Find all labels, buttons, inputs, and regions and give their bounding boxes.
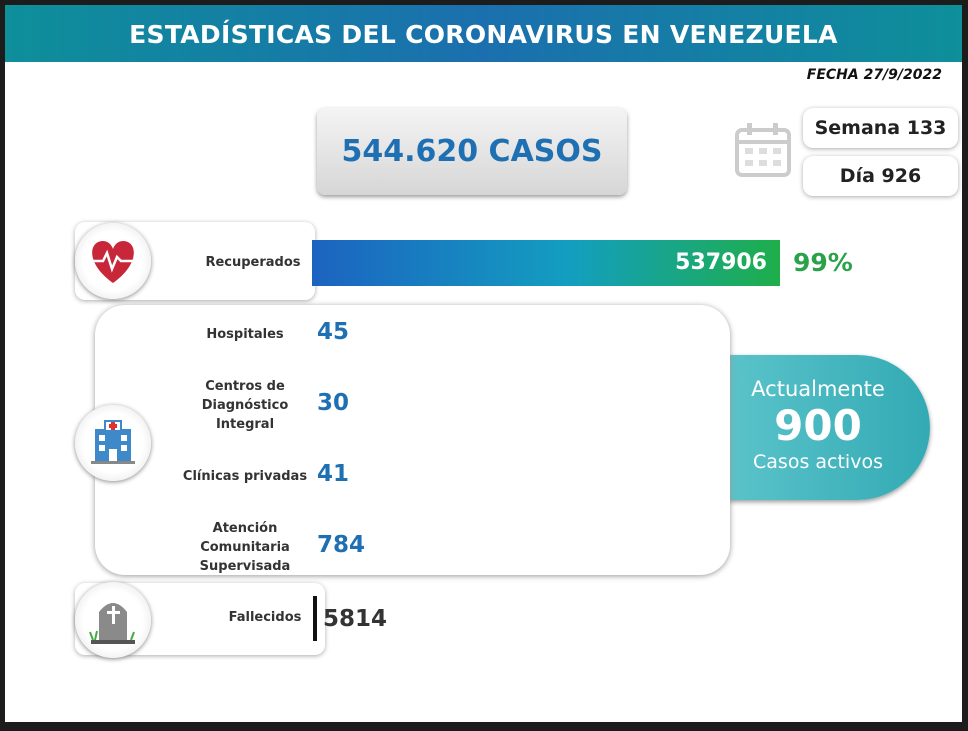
day: Día 926 [803, 156, 958, 196]
facility-value: 45 [317, 319, 350, 345]
facilities-card [95, 305, 730, 575]
facility-label: Hospitales [206, 326, 284, 342]
active-prefix: Actualmente [751, 377, 885, 401]
deaths-value: 5814 [323, 606, 388, 632]
facility-label: Centros de Diagnóstico Integral [201, 378, 289, 432]
facility-value: 30 [317, 390, 350, 416]
active-suffix: Casos activos [753, 451, 883, 473]
calendar-icon [735, 123, 791, 177]
week: Semana 133 [803, 108, 958, 148]
total-cases: 544.620 CASOS [317, 108, 627, 195]
content: ESTADÍSTICAS DEL CORONAVIRUS EN VENEZUEL… [5, 5, 962, 722]
grave-icon [75, 582, 151, 658]
heart-icon [75, 223, 151, 299]
hospital-icon [75, 405, 151, 481]
header-band [5, 5, 962, 62]
facility-value: 41 [317, 461, 350, 487]
deaths-bar [313, 596, 317, 641]
recovered-value: 537906 [675, 250, 767, 275]
recovered-bar [312, 240, 780, 286]
facility-label: Atención Comunitaria Supervisada [199, 520, 291, 574]
active-value: 900 [774, 401, 862, 450]
recovered-percent: 99% [793, 248, 853, 277]
title: ESTADÍSTICAS DEL CORONAVIRUS EN VENEZUEL… [129, 20, 838, 49]
deaths-label: Fallecidos [228, 610, 302, 625]
facility-label: Clínicas privadas [182, 468, 308, 484]
facility-value: 784 [317, 532, 366, 558]
active-card [705, 355, 930, 500]
recovered-label: Recuperados [205, 255, 301, 270]
date: FECHA 27/9/2022 [806, 67, 942, 83]
